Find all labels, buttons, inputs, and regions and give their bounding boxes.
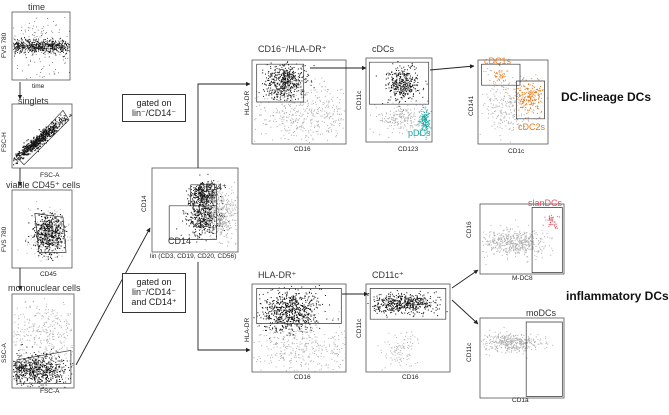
axis-y-fvs780-1: FVS 780 (1, 32, 8, 58)
axis-x-fsca-2: FSC-A (40, 388, 60, 395)
plot-lin-cd14 (151, 167, 239, 253)
title-inflammatory: inflammatory DCs (566, 289, 669, 303)
population-modcs: moDCs (526, 308, 557, 318)
axis-x-lin: lin (CD3, CD19, CD20, CD56) (150, 253, 237, 260)
axis-x-cd16-2: CD16 (294, 374, 311, 381)
arrow-mononuclear-to-lin (75, 227, 151, 366)
axis-x-cd16-1: CD16 (294, 146, 311, 153)
axis-y-cd11c-2: CD11c (356, 318, 363, 338)
gating-box-bottom: gated on lin⁻/CD14⁻ and CD14⁺ (122, 273, 186, 313)
population-cdc2s: cDC2s (518, 122, 546, 132)
plot-viable (11, 189, 73, 269)
axis-x-fsca-1: FSC-A (40, 172, 60, 179)
axis-y-cd11c-3: CD11c (466, 342, 473, 362)
gate-label-time: time (28, 2, 46, 12)
gate-label-cd16-hladr: CD16⁻/HLA-DR⁺ (258, 44, 327, 54)
gate-label-mononuclear: mononuclear cells (8, 283, 81, 293)
gate-label-singlets: singlets (18, 96, 49, 106)
arrow-lin-to-bottom-branch (197, 262, 251, 353)
axis-y-hladr-2: HLA-DR (244, 317, 251, 342)
gating-box-top-line1: gated on (136, 98, 172, 108)
axis-y-sscа: SSC-A (1, 343, 8, 363)
gating-box-bottom-line2: lin⁻/CD14⁻ (131, 287, 176, 297)
population-cdc1s: cDC1s (484, 56, 512, 66)
axis-y-cd141: CD141 (468, 95, 475, 116)
arrow-lin-to-top-branch (197, 81, 251, 168)
plot-cd16-cd11c (365, 283, 451, 373)
population-pdcs: pDCs (408, 128, 431, 138)
gate-label-hladr: HLA-DR⁺ (258, 270, 297, 280)
gating-box-top-line2: lin⁻/CD14⁻ (131, 108, 176, 118)
axis-x-cd1c: CD1c (508, 148, 525, 155)
axis-x-cd1a: CD1a (512, 397, 529, 404)
population-slandcs: slanDCs (528, 198, 563, 208)
gate-label-cd11c: CD11c⁺ (372, 270, 404, 280)
axis-x-cd16-3: CD16 (402, 374, 419, 381)
gate-label-viable: viable CD45⁺ cells (6, 180, 81, 190)
plot-mdc8-cd16 (479, 203, 565, 275)
axis-x-cd123: CD123 (398, 146, 419, 153)
plot-cd1a-cd11c (479, 317, 565, 399)
gating-box-bottom-line3: and CD14⁺ (131, 297, 177, 307)
population-cd14neg: CD14⁻ (168, 236, 196, 246)
axis-y-cd16-4: CD16 (466, 221, 473, 238)
axis-y-fsch: FSC-H (1, 132, 8, 152)
arrow-cd11c-to-slan (451, 269, 479, 289)
axis-y-hladr-1: HLA-DR (244, 90, 251, 115)
axis-x-cd45: CD45 (40, 271, 57, 278)
arrow-cdcs-to-subsets (429, 64, 475, 71)
gate-label-cdcs: cDCs (372, 44, 394, 54)
axis-y-fvs780-2: FVS 780 (1, 226, 8, 252)
gating-box-bottom-line1: gated on (136, 277, 172, 287)
axis-x-time: time (32, 83, 45, 90)
title-dc-lineage: DC-lineage DCs (561, 90, 652, 104)
axis-x-mdc8: M-DC8 (512, 275, 533, 282)
axis-y-cd11c-1: CD11c (356, 90, 363, 110)
gating-box-top: gated on lin⁻/CD14⁻ (122, 94, 186, 122)
population-cd14pos: CD14⁺ (199, 182, 227, 192)
axis-y-cd14: CD14 (141, 195, 148, 212)
arrow-cd11c-to-mo (451, 299, 479, 325)
